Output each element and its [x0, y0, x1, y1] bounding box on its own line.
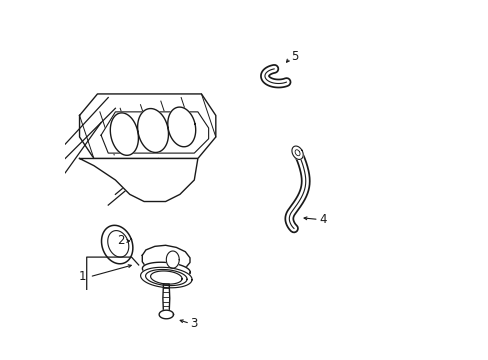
Polygon shape — [150, 271, 182, 284]
Polygon shape — [101, 112, 208, 153]
Polygon shape — [163, 284, 169, 313]
Text: 5: 5 — [290, 50, 298, 63]
Text: 3: 3 — [190, 317, 198, 330]
Text: 2: 2 — [117, 234, 124, 247]
Polygon shape — [102, 225, 133, 264]
Polygon shape — [166, 251, 179, 268]
Text: 1: 1 — [79, 270, 86, 283]
Polygon shape — [110, 113, 138, 155]
Polygon shape — [80, 94, 215, 158]
Polygon shape — [291, 146, 303, 159]
Polygon shape — [141, 267, 192, 288]
Polygon shape — [145, 270, 187, 285]
Text: 4: 4 — [319, 213, 326, 226]
Polygon shape — [159, 310, 173, 319]
Polygon shape — [142, 262, 190, 279]
Polygon shape — [80, 158, 198, 202]
Polygon shape — [142, 245, 190, 271]
Polygon shape — [167, 107, 195, 147]
Polygon shape — [137, 109, 168, 153]
